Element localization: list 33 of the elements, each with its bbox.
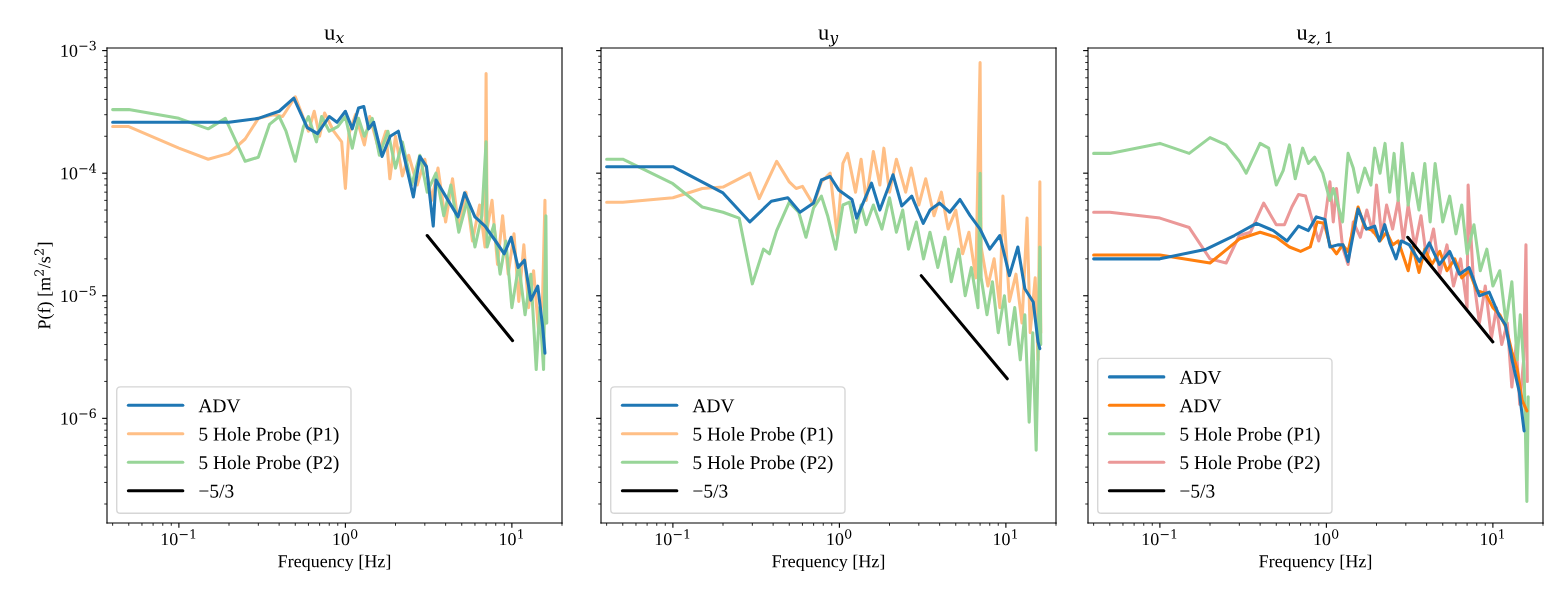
x-tick-label: 10$^{1}$ — [1481, 529, 1504, 546]
x-tick-label: 10$^{−1}$ — [1142, 529, 1177, 546]
x-tick-label: 10$^{0}$ — [1314, 529, 1339, 546]
legend-label: 5 Hole Probe (P2) — [1180, 455, 1320, 474]
x-axis-title: Frequency [Hz] — [278, 554, 391, 572]
x-tick-label: 10$^{1}$ — [500, 529, 523, 546]
x-tick-label: 10$^{−1}$ — [655, 529, 690, 546]
y-axis-title: P(f) [m$^{2}$/s$^{2}$] — [34, 242, 55, 330]
x-tick-label: 10$^{0}$ — [827, 529, 852, 546]
x-tick-label: 10$^{−1}$ — [161, 529, 196, 546]
legend-label: 5 Hole Probe (P1) — [693, 427, 833, 445]
legend-label: 5 Hole Probe (P1) — [199, 427, 339, 445]
chart-title: u$_{z,1}$ — [1296, 29, 1332, 46]
y-tick-label: 10$^{−5}$ — [61, 286, 96, 303]
y-tick-label: 10$^{−4}$ — [61, 163, 97, 180]
legend-label: −5/3 — [1180, 484, 1215, 498]
chart-title: u$_{y}$ — [818, 29, 839, 47]
legend-label: −5/3 — [693, 484, 728, 498]
legend-label: 5 Hole Probe (P1) — [1180, 427, 1320, 445]
legend-label: ADV — [198, 399, 241, 413]
x-axis-title: Frequency [Hz] — [772, 554, 885, 572]
legend-label: 5 Hole Probe (P2) — [199, 455, 339, 474]
x-axis-title: Frequency [Hz] — [1259, 554, 1372, 572]
x-tick-label: 10$^{0}$ — [333, 529, 358, 546]
legend-label: ADV — [1179, 370, 1222, 384]
legend-label: ADV — [1179, 399, 1222, 413]
legend-label: 5 Hole Probe (P2) — [693, 455, 833, 474]
x-tick-label: 10$^{1}$ — [994, 529, 1017, 546]
legend-label: −5/3 — [199, 484, 234, 498]
y-tick-label: 10$^{−3}$ — [61, 40, 96, 57]
legend-label: ADV — [692, 399, 735, 413]
y-tick-label: 10$^{−6}$ — [61, 408, 96, 425]
chart-title: u$_{x}$ — [324, 29, 345, 44]
